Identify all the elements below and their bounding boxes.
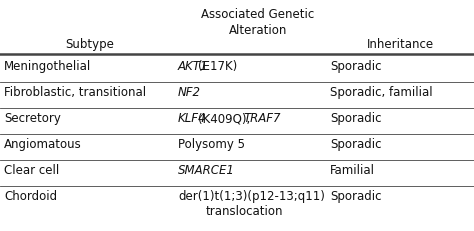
Text: Sporadic: Sporadic <box>330 112 382 125</box>
Text: Sporadic: Sporadic <box>330 138 382 151</box>
Text: Fibroblastic, transitional: Fibroblastic, transitional <box>4 86 146 99</box>
Text: Subtype: Subtype <box>65 38 114 51</box>
Text: Sporadic, familial: Sporadic, familial <box>330 86 433 99</box>
Text: Meningothelial: Meningothelial <box>4 60 91 73</box>
Text: NF2: NF2 <box>178 86 201 99</box>
Text: Sporadic: Sporadic <box>330 60 382 73</box>
Text: TRAF7: TRAF7 <box>244 112 281 125</box>
Text: (K409Q),: (K409Q), <box>198 112 254 125</box>
Text: Alteration: Alteration <box>229 24 287 37</box>
Text: Angiomatous: Angiomatous <box>4 138 82 151</box>
Text: AKT1: AKT1 <box>178 60 209 73</box>
Text: Secretory: Secretory <box>4 112 61 125</box>
Text: (E17K): (E17K) <box>198 60 237 73</box>
Text: SMARCE1: SMARCE1 <box>178 164 235 177</box>
Text: KLF4: KLF4 <box>178 112 207 125</box>
Text: Associated Genetic: Associated Genetic <box>201 8 315 21</box>
Text: Chordoid: Chordoid <box>4 190 57 203</box>
Text: der(1)t(1;3)(p12-13;q11): der(1)t(1;3)(p12-13;q11) <box>178 190 325 203</box>
Text: Familial: Familial <box>330 164 375 177</box>
Text: Polysomy 5: Polysomy 5 <box>178 138 245 151</box>
Text: Sporadic: Sporadic <box>330 190 382 203</box>
Text: translocation: translocation <box>206 205 283 218</box>
Text: Inheritance: Inheritance <box>366 38 434 51</box>
Text: Clear cell: Clear cell <box>4 164 59 177</box>
